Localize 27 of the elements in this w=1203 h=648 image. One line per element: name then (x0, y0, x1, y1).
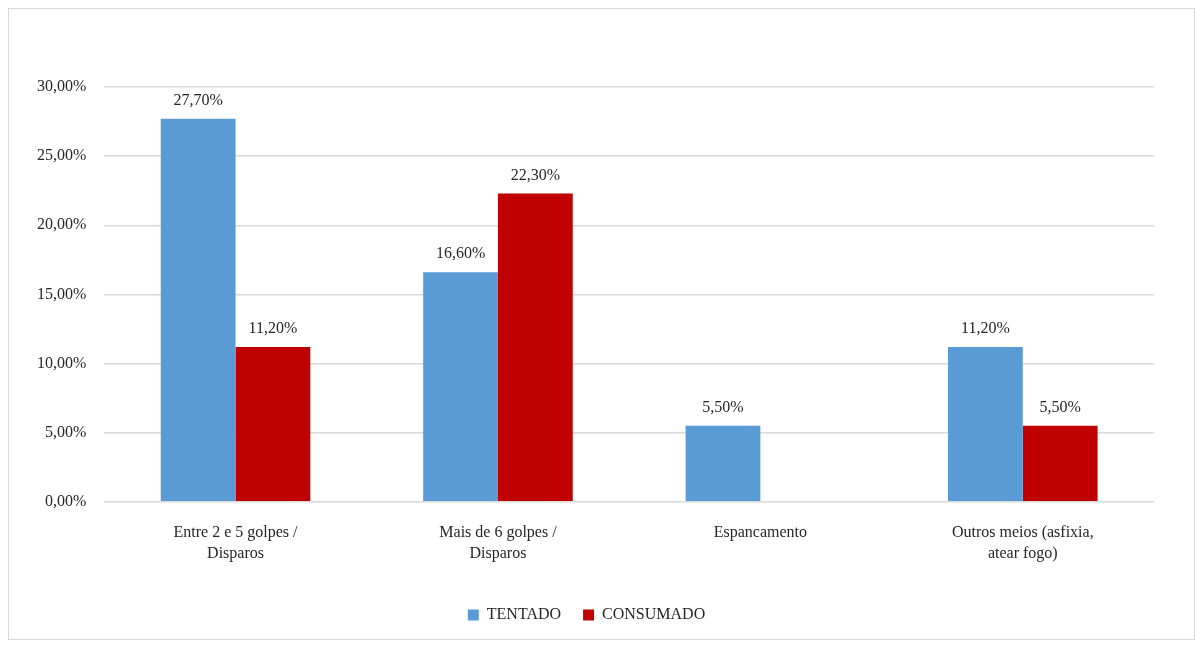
bar (948, 346, 1023, 502)
bar (423, 272, 498, 502)
bar (235, 346, 311, 502)
legend-label: TENTADO (486, 605, 562, 623)
data-label: 27,70% (173, 91, 223, 108)
y-tick-label: 0,00% (45, 492, 87, 509)
x-tick-label: Entre 2 e 5 golpes / Disparos (173, 522, 299, 563)
data-label: 5,50% (1039, 397, 1081, 415)
y-tick-label: 5,00% (45, 422, 87, 440)
y-tick-label: 25,00% (37, 146, 87, 164)
data-label: 22,30% (510, 165, 561, 183)
y-tick-label: 15,00% (37, 284, 87, 302)
bar (1022, 425, 1098, 502)
data-label: 11,20% (248, 319, 298, 337)
bar (497, 193, 573, 502)
y-tick-label: 30,00% (37, 77, 87, 95)
data-label: 5,50% (702, 397, 744, 415)
bar (685, 425, 761, 502)
x-tick-label: Mais de 6 golpes / Disparos (439, 522, 558, 563)
y-tick-label: 20,00% (37, 215, 87, 233)
bar (160, 118, 236, 502)
data-label: 11,20% (961, 319, 1010, 337)
data-label: 16,60% (435, 244, 486, 262)
y-tick-label: 10,00% (37, 353, 87, 371)
legend-label: CONSUMADO (602, 605, 706, 623)
x-tick-label: Outros meios (asfixia, atear fogo) (951, 522, 1094, 563)
x-tick-label: Espancamento (713, 522, 808, 541)
